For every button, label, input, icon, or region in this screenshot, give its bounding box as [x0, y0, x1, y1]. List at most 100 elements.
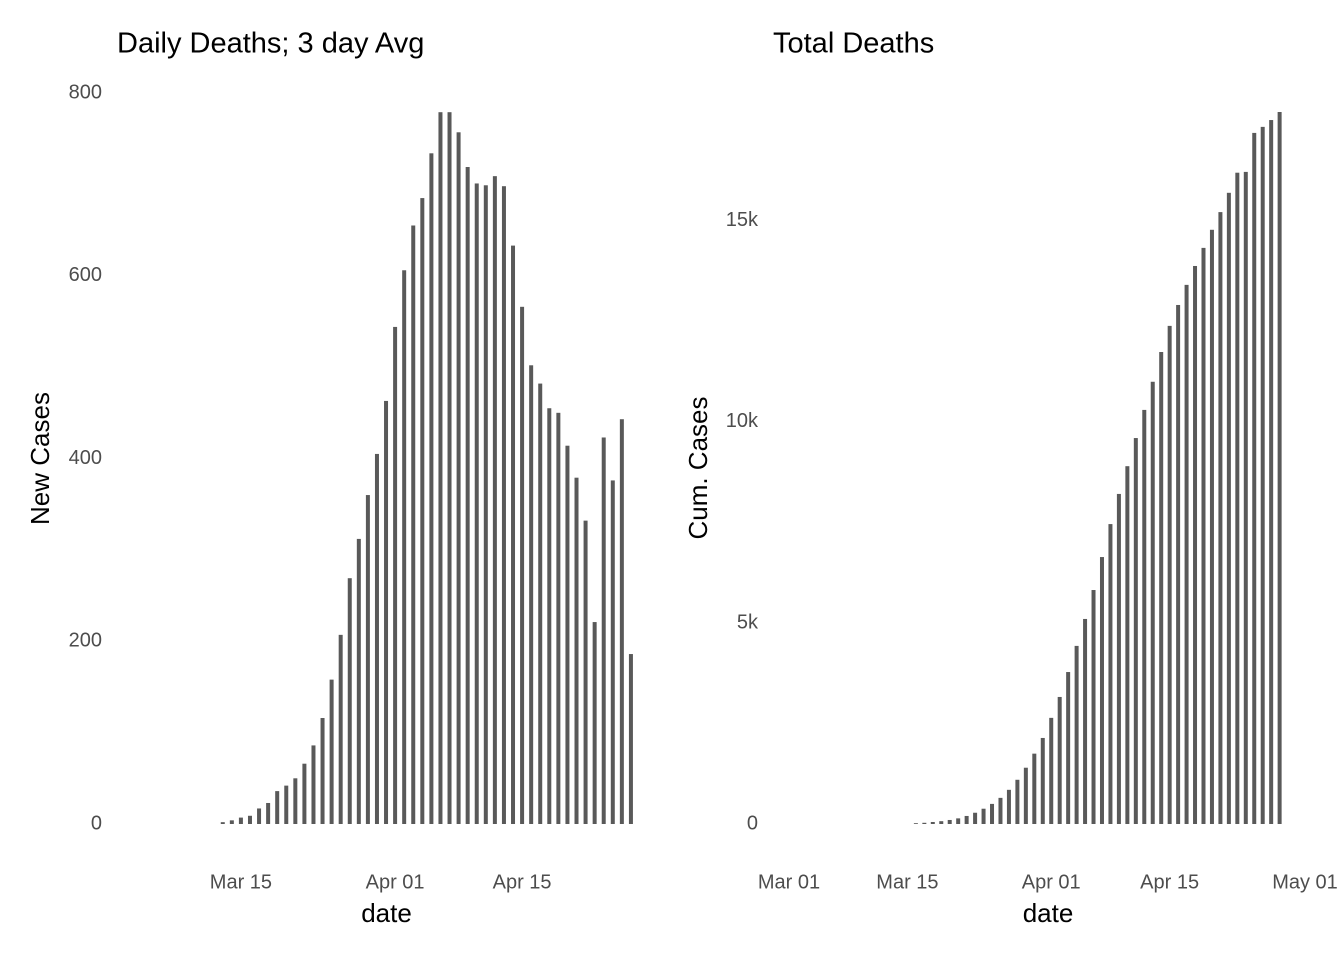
y-tick-label: 0 [91, 812, 102, 834]
bar [275, 791, 280, 824]
bar [402, 270, 407, 825]
y-tick-label: 200 [69, 630, 102, 652]
bar [420, 198, 425, 825]
bar [1218, 212, 1223, 825]
bar [1125, 466, 1130, 824]
bar [973, 812, 978, 824]
bar [302, 763, 307, 824]
bar [1159, 352, 1164, 824]
bar [1150, 381, 1155, 824]
bar [257, 808, 262, 824]
bar [1091, 590, 1096, 824]
bar [1167, 325, 1172, 824]
x-tick-label: Apr 15 [1140, 871, 1199, 893]
bar [619, 419, 624, 824]
bar [501, 186, 506, 824]
bar [293, 778, 298, 824]
bar [1023, 767, 1028, 824]
x-axis-title: date [361, 898, 412, 928]
bar [964, 815, 969, 824]
bar [1252, 132, 1257, 824]
bar [1083, 618, 1088, 824]
bar [592, 622, 597, 824]
bar [947, 819, 952, 824]
chart-title: Daily Deaths; 3 day Avg [117, 28, 424, 60]
bar [1006, 789, 1011, 824]
bar [556, 412, 561, 824]
bar [998, 797, 1003, 824]
bar [1176, 304, 1181, 824]
bar [930, 821, 935, 824]
bar [247, 815, 252, 824]
bar [238, 817, 243, 824]
bar [601, 437, 606, 824]
bar [1142, 409, 1147, 824]
x-tick-label: Apr 01 [366, 871, 425, 893]
bar [511, 245, 516, 824]
y-tick-label: 400 [69, 447, 102, 469]
bar [956, 818, 961, 824]
y-tick-label: 15k [726, 209, 759, 231]
x-tick-label: Apr 15 [493, 871, 552, 893]
bar [1099, 557, 1104, 824]
x-tick-label: Apr 01 [1022, 871, 1081, 893]
bar [981, 808, 986, 824]
bar [922, 822, 927, 824]
bar [465, 167, 470, 825]
x-tick-label: May 01 [1272, 871, 1338, 893]
bar [1226, 192, 1231, 824]
bar [1133, 438, 1138, 824]
y-tick-label: 10k [726, 410, 759, 432]
bar [456, 132, 461, 824]
bar [1040, 737, 1045, 824]
bar [583, 520, 588, 824]
bar [220, 822, 225, 824]
bar [329, 679, 334, 824]
bar [338, 634, 343, 824]
bar [1116, 493, 1121, 824]
bar [1269, 120, 1274, 825]
bar [990, 803, 995, 824]
bar [365, 495, 370, 824]
bar [229, 820, 234, 824]
bar [1032, 753, 1037, 824]
x-tick-label: Mar 15 [876, 871, 938, 893]
bar [538, 383, 543, 824]
bar [1235, 172, 1240, 825]
bar [1049, 717, 1054, 824]
bar [393, 326, 398, 824]
bar [411, 225, 416, 824]
bar [266, 802, 271, 824]
bar [1015, 779, 1020, 824]
bar [1277, 112, 1282, 824]
bar [520, 306, 525, 824]
x-tick-label: Mar 01 [758, 871, 820, 893]
bar [311, 745, 316, 824]
y-axis-title: Cum. Cases [683, 396, 713, 539]
bar [347, 578, 352, 824]
bar [438, 112, 443, 825]
bar [913, 823, 918, 824]
chart-title: Total Deaths [773, 28, 934, 60]
bar [574, 477, 579, 824]
x-axis-title: date [1023, 898, 1074, 928]
bar [429, 153, 434, 824]
y-tick-label: 600 [69, 264, 102, 286]
bar [1108, 524, 1113, 824]
bar [384, 400, 389, 824]
y-axis-title: New Cases [25, 392, 55, 525]
bar [284, 785, 289, 824]
bar [1260, 126, 1265, 824]
bar [1209, 229, 1214, 824]
bar [547, 408, 552, 824]
bar [447, 112, 452, 825]
bar [1074, 645, 1079, 824]
bar [628, 654, 633, 824]
bar [356, 538, 361, 824]
y-tick-label: 5k [737, 611, 759, 633]
bar [1184, 284, 1189, 824]
bar [1201, 247, 1206, 824]
bar [1193, 265, 1198, 825]
bar [474, 183, 479, 824]
